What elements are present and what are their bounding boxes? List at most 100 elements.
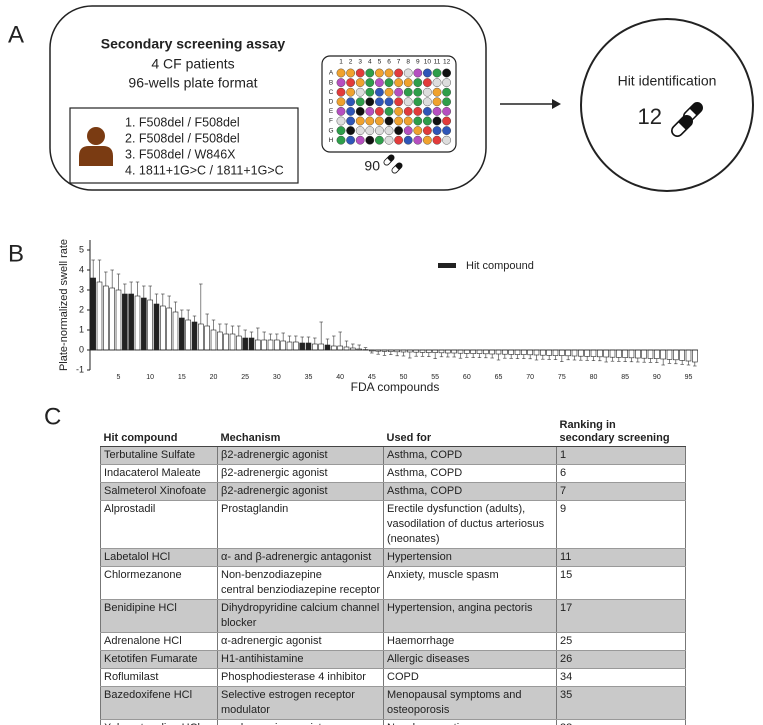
- arrow-head: [552, 99, 561, 109]
- table-cell: Ketotifen Fumarate: [100, 650, 218, 669]
- y-tick-label: -1: [76, 364, 84, 374]
- patient: 2. F508del / F508del: [125, 131, 240, 145]
- bar: [559, 349, 565, 356]
- cell-text: central benziodiazepine receptor: [221, 584, 380, 596]
- table-cell: Used for: [383, 418, 557, 447]
- well: [432, 87, 442, 97]
- y-tick-label: 5: [79, 244, 84, 254]
- bar: [457, 349, 464, 354]
- bar: [584, 349, 590, 357]
- bar: [660, 349, 666, 360]
- well: [403, 135, 413, 145]
- bar: [533, 349, 540, 356]
- plate-row-label: C: [329, 89, 334, 96]
- cell-text: Asthma, COPD: [387, 449, 463, 461]
- well: [413, 87, 423, 97]
- well: [336, 87, 346, 97]
- cell-text: Hypertension: [387, 551, 452, 563]
- cell-text: H1-antihistamine: [221, 653, 304, 665]
- table-cell: Ranking in secondary screening: [556, 418, 686, 447]
- table-cell: Anxiety, muscle spasm: [383, 566, 557, 600]
- person-icon: [79, 127, 113, 166]
- table-cell: β2-adrenergic agonist: [217, 446, 384, 465]
- cell-text: Phosphodiesterase 4 inhibitor: [221, 671, 366, 683]
- pill-icon: [382, 153, 404, 175]
- plate-col-label: 3: [358, 59, 362, 66]
- x-tick-label: 80: [590, 374, 598, 381]
- well: [365, 126, 375, 136]
- x-tick-label: 55: [431, 374, 439, 381]
- plate-row-label: F: [329, 118, 333, 125]
- well: [374, 87, 384, 97]
- well: [394, 126, 403, 136]
- table-cell: 35: [556, 686, 686, 720]
- cell-text: Ketotifen Fumarate: [104, 653, 198, 665]
- bar: [635, 349, 641, 359]
- cell-text: Asthma, COPD: [387, 467, 463, 479]
- bar: [217, 331, 223, 351]
- bar: [261, 339, 267, 351]
- x-tick-label: 40: [336, 374, 344, 381]
- cell-text: 15: [560, 569, 573, 581]
- plate-col-label: 4: [368, 59, 372, 66]
- x-tick-label: 35: [305, 374, 313, 381]
- bar: [470, 349, 476, 354]
- cell-text: Hypertension, angina pectoris: [387, 602, 533, 614]
- cell-text: 7: [560, 485, 567, 497]
- bar: [305, 342, 312, 351]
- well: [442, 87, 451, 97]
- table-cell: Roflumilast: [100, 668, 218, 687]
- table-cell: 34: [556, 668, 686, 687]
- well: [374, 97, 384, 107]
- bar: [540, 349, 546, 356]
- table-cell: Terbutaline Sulfate: [100, 446, 218, 465]
- cell-text: Erectile dysfunction (adults),: [387, 503, 526, 515]
- cell-text: Roflumilast: [104, 671, 159, 683]
- hit-circle: [580, 18, 754, 192]
- well: [432, 107, 442, 116]
- table-cell: Hit compound: [100, 418, 218, 447]
- bar: [603, 349, 609, 358]
- well: [384, 116, 394, 126]
- well: [432, 78, 442, 88]
- well: [355, 78, 365, 88]
- well: [346, 135, 355, 145]
- cell-text: (neonates): [387, 533, 440, 545]
- bar: [96, 281, 103, 351]
- table-cell: Phosphodiesterase 4 inhibitor: [217, 668, 384, 687]
- well: [384, 87, 394, 97]
- cell-text: modulator: [221, 704, 270, 716]
- cell-text: 35: [560, 689, 573, 701]
- table-cell: Asthma, COPD: [383, 446, 557, 465]
- bar: [647, 349, 654, 359]
- bar: [293, 341, 299, 351]
- well: [422, 116, 432, 126]
- bar: [476, 349, 483, 354]
- well: [413, 135, 423, 145]
- well: [442, 126, 451, 136]
- well: [442, 107, 451, 116]
- table-cell: 1: [556, 446, 686, 465]
- table-cell: Non-benzodiazepine central benziodiazepin…: [217, 566, 384, 600]
- pill-icon: [668, 99, 706, 140]
- well: [374, 116, 384, 126]
- plate-col-label: 12: [443, 59, 451, 66]
- well: [336, 135, 346, 145]
- table-row: Roflumilast Phosphodiesterase 4 inhibitor…: [100, 668, 686, 687]
- well: [413, 116, 423, 126]
- panel-label: A: [8, 21, 24, 48]
- assay-line: 4 CF patients: [151, 56, 234, 72]
- well: [442, 78, 451, 88]
- x-tick-label: 95: [685, 374, 693, 381]
- cell-text: α- and β-adrenergic antagonist: [221, 551, 372, 563]
- cell-text: α-adrenergic agonist: [221, 635, 322, 647]
- well: [442, 68, 451, 78]
- cell-text: Menopausal symptoms and: [387, 689, 522, 701]
- well: [365, 78, 375, 88]
- well: [384, 107, 394, 116]
- table-row: Chlormezanone Non-benzodiazepine central b…: [100, 566, 686, 600]
- well: [374, 68, 384, 78]
- cell-text: Indacaterol Maleate: [104, 467, 201, 479]
